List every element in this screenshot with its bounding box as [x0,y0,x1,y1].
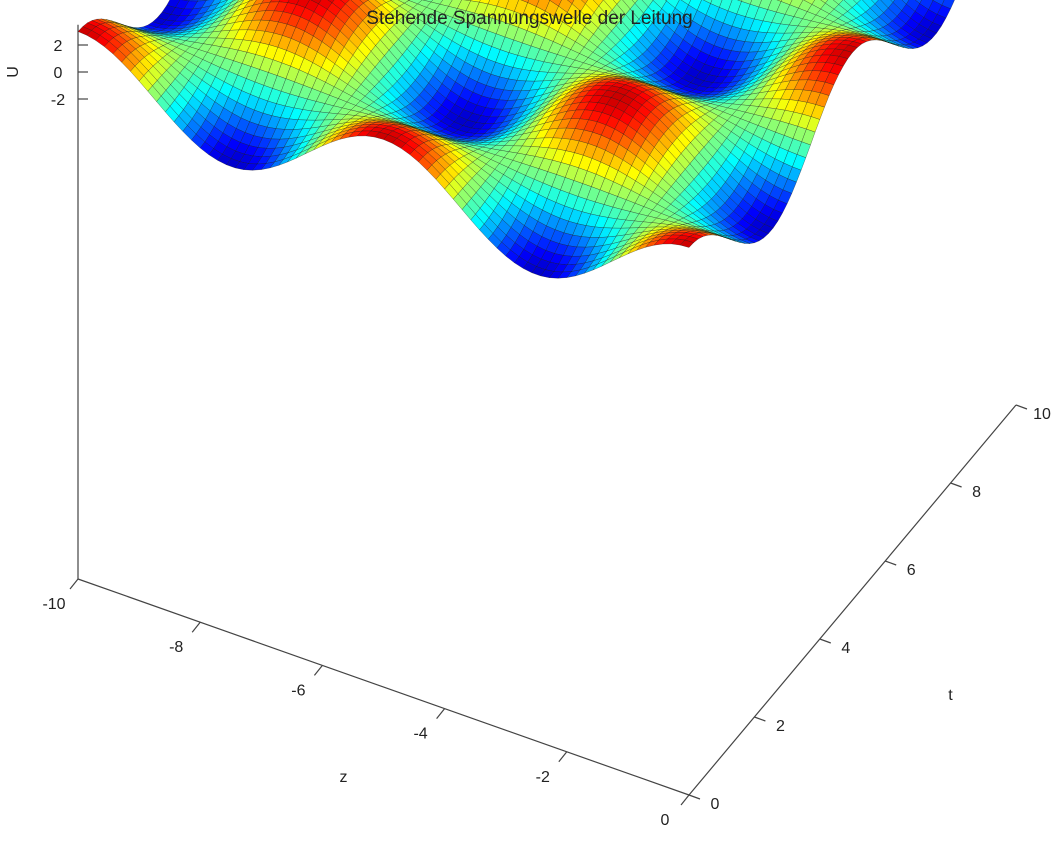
z-tick [314,665,322,675]
z-tick [70,579,78,589]
t-tick [1016,405,1027,409]
z-tick-label: 0 [661,812,670,829]
z-tick [559,752,567,762]
z-axis-label: z [340,769,348,786]
t-axis-line [689,405,1016,795]
u-tick-label: -2 [51,92,65,109]
u-axis-label: U [5,66,22,78]
t-tick-label: 6 [907,562,916,579]
z-tick-label: -6 [291,682,305,699]
z-tick-label: -8 [169,639,183,656]
t-tick-label: 4 [841,640,850,657]
t-tick-label: 8 [972,484,981,501]
z-tick-label: -2 [536,769,550,786]
chart-title: Stehende Spannungswelle der Leitung [0,8,1059,30]
t-tick-label: 0 [711,796,720,813]
t-tick [754,717,765,721]
t-tick-label: 10 [1033,406,1051,423]
z-tick [437,709,445,719]
u-tick-label: 2 [54,38,63,55]
z-axis-line [78,579,689,795]
surface-mesh [78,0,1016,278]
z-tick-label: -4 [413,726,427,743]
t-tick [820,639,831,643]
z-tick-label: -10 [42,596,65,613]
t-tick-label: 2 [776,718,785,735]
t-tick [689,795,700,799]
t-tick [951,483,962,487]
z-tick [681,795,689,805]
t-axis-label: t [948,687,953,704]
u-tick-label: 0 [54,65,63,82]
z-tick [192,622,200,632]
t-tick [885,561,896,565]
